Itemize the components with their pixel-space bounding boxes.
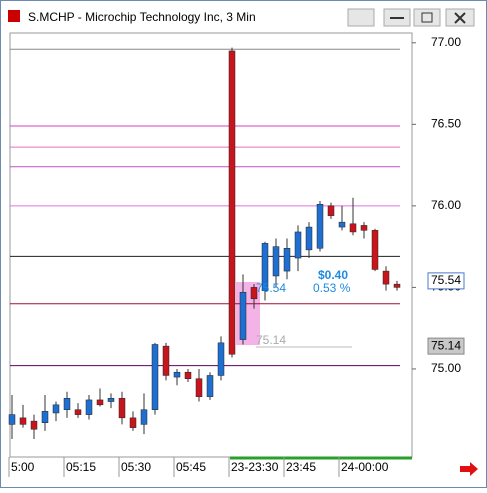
candle-body (371, 230, 379, 270)
x-tick-label: 23:45 (286, 460, 316, 474)
candle-body (327, 205, 335, 216)
candle-body (316, 203, 324, 249)
y-tick-label: 77.00 (431, 35, 461, 49)
maximize-button[interactable] (413, 8, 441, 27)
x-tick-label: 24-00:00 (341, 460, 389, 474)
price-marker-label: 75.14 (431, 338, 461, 352)
price-marker-label: 75.54 (431, 273, 461, 287)
candle-body (283, 248, 291, 272)
x-tick-label: 05:45 (176, 460, 206, 474)
candle-body (96, 399, 104, 406)
price-marker (427, 272, 465, 290)
candle-body (261, 243, 269, 291)
x-tick-label: 23-23:30 (231, 460, 279, 474)
candle-body (118, 398, 126, 419)
candle-body (8, 414, 16, 425)
candle-body (85, 399, 93, 415)
price-label: 75.54 (256, 281, 286, 295)
candle-body (52, 404, 60, 414)
candle-body (250, 287, 258, 300)
candle-body (338, 221, 346, 228)
candle-body (228, 50, 236, 355)
candle-body (129, 417, 137, 428)
candle-body (41, 411, 49, 424)
candle-body (30, 420, 38, 430)
y-tick-label: 75.00 (431, 361, 461, 375)
candle-body (217, 342, 225, 376)
window-title: S.MCHP - Microchip Technology Inc, 3 Min (28, 10, 256, 24)
candle-body (382, 270, 390, 285)
candle-body (272, 246, 280, 277)
candle-body (294, 231, 302, 259)
x-tick-label: 5:00 (11, 460, 35, 474)
candle-body (74, 409, 82, 415)
price-label: 75.14 (256, 333, 286, 347)
change-percent: 0.53 % (313, 281, 351, 295)
x-tick-label: 05:15 (66, 460, 96, 474)
link-button[interactable] (347, 8, 375, 27)
candle-body (107, 398, 115, 402)
y-tick-label: 76.00 (431, 198, 461, 212)
candle-body (151, 344, 159, 410)
candle-body (173, 371, 181, 378)
x-tick-label: 05:30 (121, 460, 151, 474)
candle-body (206, 375, 214, 397)
y-tick-label: 76.50 (431, 116, 461, 130)
candle-body (140, 409, 148, 425)
candle-body (349, 223, 357, 233)
candle-body (195, 378, 203, 397)
candle-body (184, 371, 192, 379)
candle-body (162, 345, 170, 376)
change-amount: $0.40 (318, 268, 348, 282)
candle-body (19, 417, 27, 425)
candle-body (393, 283, 401, 288)
app-icon (8, 10, 20, 22)
candle-body (305, 226, 313, 251)
candle-body (239, 292, 247, 340)
candle-body (63, 398, 71, 410)
scroll-arrow[interactable] (460, 462, 478, 476)
price-marker (427, 337, 465, 355)
candle-body (360, 225, 368, 231)
